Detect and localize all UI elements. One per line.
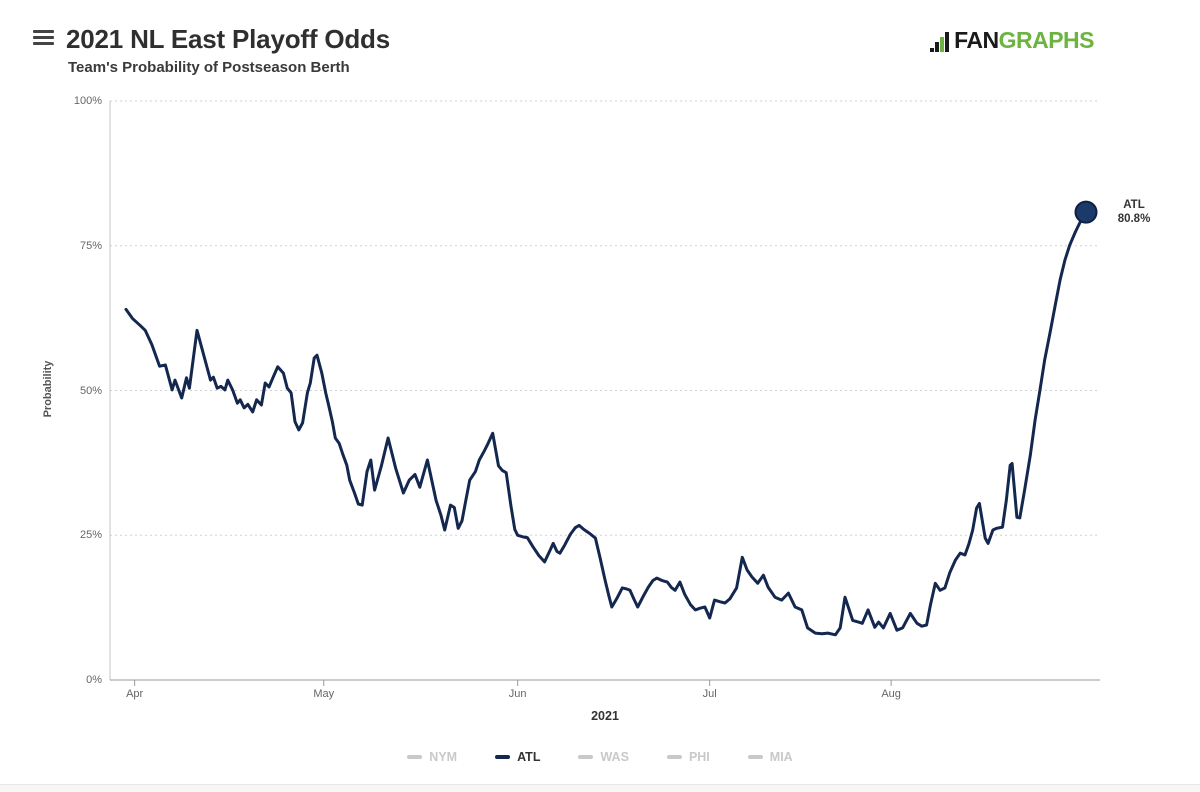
logo-text-graphs: GRAPHS — [998, 27, 1095, 53]
page-subtitle: Team's Probability of Postseason Berth — [68, 59, 350, 76]
x-tick-label: Jul — [702, 688, 717, 700]
legend-item-was[interactable]: WAS — [578, 750, 629, 764]
x-tick-label: May — [313, 688, 335, 700]
y-tick-label: 25% — [79, 529, 102, 542]
x-tick-label: Jun — [508, 688, 527, 700]
legend: NYM ATL WAS PHI MIA — [0, 750, 1200, 764]
legend-item-atl[interactable]: ATL — [495, 750, 540, 764]
page-title: 2021 NL East Playoff Odds — [66, 24, 390, 54]
y-tick-label: 100% — [73, 95, 102, 107]
x-tick-label: Apr — [126, 688, 144, 700]
logo-text-fan: FAN — [954, 27, 999, 53]
end-label-value: 80.8% — [1117, 213, 1151, 226]
legend-swatch — [578, 755, 594, 759]
y-tick-label: 0% — [86, 674, 102, 686]
series-end-label: ATL 80.8% — [1104, 198, 1164, 226]
end-label-team: ATL — [1123, 199, 1145, 212]
legend-swatch — [407, 755, 423, 759]
legend-item-nym[interactable]: NYM — [407, 750, 457, 764]
legend-item-mia[interactable]: MIA — [747, 750, 793, 764]
legend-swatch — [747, 755, 763, 759]
legend-swatch — [666, 755, 682, 759]
x-tick-label: Aug — [881, 688, 901, 700]
y-tick-label: 75% — [79, 239, 102, 252]
y-tick-label: 50% — [79, 384, 102, 397]
legend-item-phi[interactable]: PHI — [666, 750, 710, 764]
fangraphs-logo[interactable]: FANGRAPHS — [930, 27, 1095, 54]
bottom-divider — [0, 784, 1200, 792]
bar-chart-logo-icon — [930, 30, 950, 52]
menu-icon[interactable] — [33, 30, 55, 46]
x-axis-title: 2021 — [591, 709, 619, 723]
legend-swatch — [495, 755, 511, 759]
